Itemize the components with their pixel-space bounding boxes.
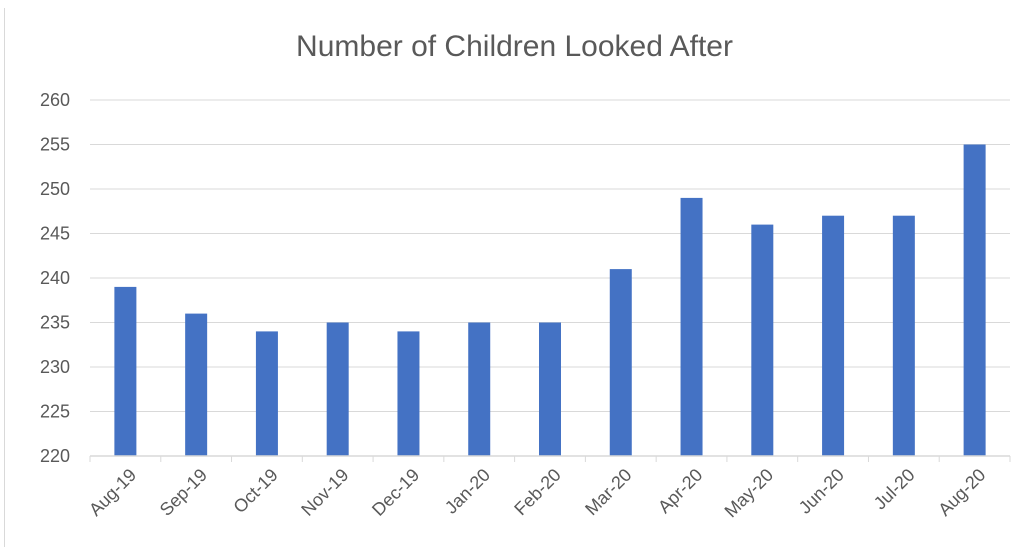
bars [114,144,986,456]
x-tick-label: Oct-19 [229,465,281,517]
bar-aug-20 [963,144,986,456]
x-tick-label: Jun-20 [795,465,848,518]
x-tick-label: Feb-20 [510,465,564,519]
x-tick-label: Jan-20 [441,465,494,518]
x-tick-label: Aug-19 [85,465,140,520]
y-tick-label: 220 [40,446,70,466]
y-tick-label: 240 [40,268,70,288]
chart-title: Number of Children Looked After [296,30,733,63]
x-tick-labels: Aug-19 Sep-19 Oct-19 Nov-19 Dec-19 Jan-20 Feb-… [85,465,989,522]
y-tick-label: 235 [40,313,70,333]
bar-nov-19 [326,322,349,456]
y-tick-label: 245 [40,224,70,244]
x-tick-label: May-20 [721,465,778,522]
bar-feb-20 [539,322,561,456]
bar-jun-20 [822,215,845,456]
y-tick-label: 230 [40,357,70,377]
bar-aug-19 [114,286,137,456]
bar-apr-20 [680,197,703,456]
y-tick-label: 250 [40,179,70,199]
bar-may-20 [751,224,774,456]
x-tick-label: Jul-20 [870,465,919,514]
bar-oct-19 [255,331,278,456]
cropped-top-text-strip [0,0,1029,8]
x-tick-label: Nov-19 [297,465,352,520]
y-tick-labels: 220 225 230 235 240 245 250 255 260 [40,90,70,466]
axes [89,455,1011,462]
bar-jan-20 [468,322,491,456]
y-tick-label: 260 [40,90,70,110]
bar-dec-19 [397,331,420,456]
x-tick-label: Aug-20 [934,465,989,520]
x-tick-label: Sep-19 [156,465,211,520]
y-tick-label: 225 [40,402,70,422]
x-tick-label: Mar-20 [581,465,635,519]
bar-jul-20 [892,215,915,456]
bar-sep-19 [185,313,208,456]
y-tick-label: 255 [40,135,70,155]
x-tick-label: Apr-20 [654,465,706,517]
x-tick-label: Dec-19 [368,465,423,520]
bar-mar-20 [609,269,632,456]
